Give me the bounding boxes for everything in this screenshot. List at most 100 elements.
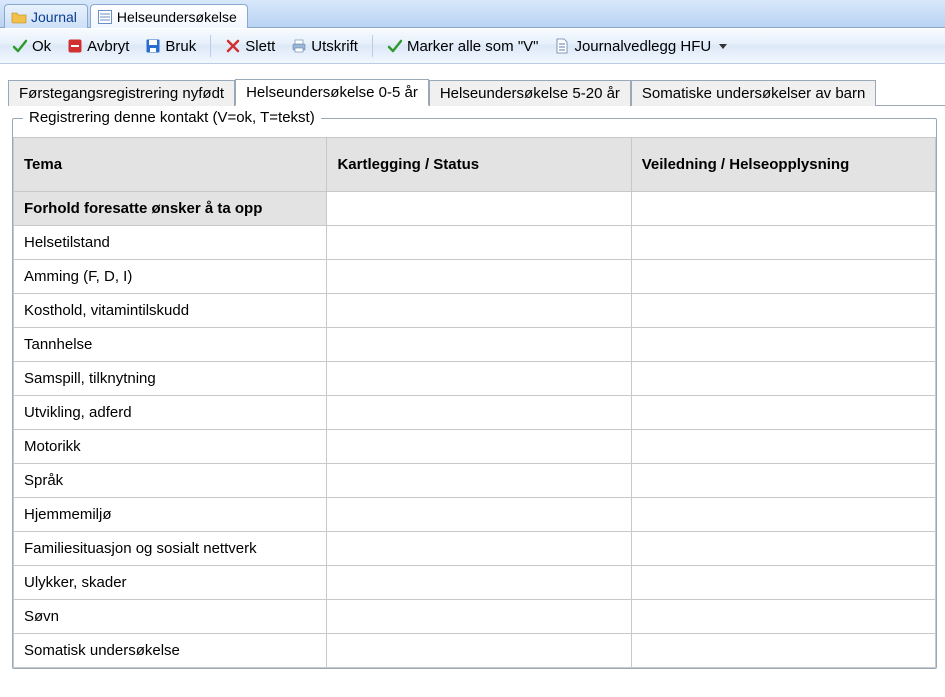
- printer-icon: [291, 38, 307, 54]
- cell-kartlegging[interactable]: [327, 192, 631, 226]
- cell-tema[interactable]: Helsetilstand: [14, 226, 327, 260]
- toolbar-button-label: Ok: [32, 38, 51, 55]
- toolbar-separator: [372, 35, 373, 57]
- utskrift-button[interactable]: Utskrift: [285, 32, 364, 60]
- cell-veiledning[interactable]: [631, 294, 935, 328]
- cell-veiledning[interactable]: [631, 226, 935, 260]
- table-row[interactable]: Motorikk: [14, 430, 936, 464]
- cell-kartlegging[interactable]: [327, 532, 631, 566]
- ok-button[interactable]: Ok: [6, 32, 57, 60]
- cell-kartlegging[interactable]: [327, 600, 631, 634]
- delete-red-icon: [225, 38, 241, 54]
- table-row[interactable]: Utvikling, adferd: [14, 396, 936, 430]
- table-header-row: Tema Kartlegging / Status Veiledning / H…: [14, 138, 936, 192]
- cell-veiledning[interactable]: [631, 600, 935, 634]
- cell-kartlegging[interactable]: [327, 362, 631, 396]
- cell-kartlegging[interactable]: [327, 328, 631, 362]
- window-tab-bar: Journal Helseundersøkelse: [0, 0, 945, 28]
- cell-veiledning[interactable]: [631, 362, 935, 396]
- content-tab-bar: Førstegangsregistrering nyfødtHelseunder…: [8, 78, 945, 106]
- cell-kartlegging[interactable]: [327, 260, 631, 294]
- toolbar-button-label: Avbryt: [87, 38, 129, 55]
- content-tab-helseunders-kelse-0-5-r[interactable]: Helseundersøkelse 0-5 år: [235, 79, 429, 106]
- save-icon: [145, 38, 161, 54]
- table-row[interactable]: Forhold foresatte ønsker å ta opp: [14, 192, 936, 226]
- journalvedlegg-dropdown[interactable]: Journalvedlegg HFU: [548, 32, 733, 60]
- cell-kartlegging[interactable]: [327, 226, 631, 260]
- cell-tema[interactable]: Amming (F, D, I): [14, 260, 327, 294]
- marker-alle-button[interactable]: Marker alle som "V": [381, 32, 545, 60]
- table-row[interactable]: Ulykker, skader: [14, 566, 936, 600]
- cell-veiledning[interactable]: [631, 430, 935, 464]
- table-row[interactable]: Språk: [14, 464, 936, 498]
- cell-tema[interactable]: Kosthold, vitamintilskudd: [14, 294, 327, 328]
- cell-tema[interactable]: Tannhelse: [14, 328, 327, 362]
- document-icon: [554, 38, 570, 54]
- cell-veiledning[interactable]: [631, 532, 935, 566]
- frame-legend: Registrering denne kontakt (V=ok, T=teks…: [23, 109, 321, 126]
- check-green-icon: [12, 38, 28, 54]
- window-tab-helseunders-kelse[interactable]: Helseundersøkelse: [90, 4, 248, 28]
- avbryt-button[interactable]: Avbryt: [61, 32, 135, 60]
- folder-icon: [11, 9, 27, 25]
- cell-kartlegging[interactable]: [327, 634, 631, 668]
- cell-veiledning[interactable]: [631, 498, 935, 532]
- chevron-down-icon: [719, 44, 727, 49]
- window-tab-journal[interactable]: Journal: [4, 4, 88, 28]
- cell-tema[interactable]: Samspill, tilknytning: [14, 362, 327, 396]
- cell-veiledning[interactable]: [631, 396, 935, 430]
- cell-tema[interactable]: Familiesituasjon og sosialt nettverk: [14, 532, 327, 566]
- cell-tema[interactable]: Hjemmemiljø: [14, 498, 327, 532]
- cell-tema[interactable]: Søvn: [14, 600, 327, 634]
- cell-tema[interactable]: Språk: [14, 464, 327, 498]
- stop-red-icon: [67, 38, 83, 54]
- table-row[interactable]: Helsetilstand: [14, 226, 936, 260]
- content-tab-f-rstegangsregistrering-nyf-dt[interactable]: Førstegangsregistrering nyfødt: [8, 80, 235, 106]
- table-row[interactable]: Tannhelse: [14, 328, 936, 362]
- cell-kartlegging[interactable]: [327, 498, 631, 532]
- content-tab-helseunders-kelse-5-20-r[interactable]: Helseundersøkelse 5-20 år: [429, 80, 631, 106]
- registration-table: Tema Kartlegging / Status Veiledning / H…: [13, 137, 936, 668]
- app-window: Journal Helseundersøkelse Ok Avbryt Bruk Sle…: [0, 0, 945, 697]
- toolbar: Ok Avbryt Bruk Slett Utskrift Marker alle som…: [0, 28, 945, 64]
- table-row[interactable]: Samspill, tilknytning: [14, 362, 936, 396]
- cell-kartlegging[interactable]: [327, 294, 631, 328]
- col-kartlegging[interactable]: Kartlegging / Status: [327, 138, 631, 192]
- cell-veiledning[interactable]: [631, 260, 935, 294]
- cell-kartlegging[interactable]: [327, 566, 631, 600]
- cell-veiledning[interactable]: [631, 328, 935, 362]
- cell-veiledning[interactable]: [631, 464, 935, 498]
- cell-veiledning[interactable]: [631, 634, 935, 668]
- cell-kartlegging[interactable]: [327, 396, 631, 430]
- cell-tema[interactable]: Motorikk: [14, 430, 327, 464]
- cell-veiledning[interactable]: [631, 192, 935, 226]
- toolbar-button-label: Marker alle som "V": [407, 38, 539, 55]
- form-icon: [97, 9, 113, 25]
- slett-button[interactable]: Slett: [219, 32, 281, 60]
- check-green-icon: [387, 38, 403, 54]
- content-tab-somatiske-unders-kelser-av-barn[interactable]: Somatiske undersøkelser av barn: [631, 80, 876, 106]
- toolbar-button-label: Journalvedlegg HFU: [574, 38, 711, 55]
- table-row[interactable]: Hjemmemiljø: [14, 498, 936, 532]
- cell-kartlegging[interactable]: [327, 430, 631, 464]
- cell-tema[interactable]: Somatisk undersøkelse: [14, 634, 327, 668]
- bruk-button[interactable]: Bruk: [139, 32, 202, 60]
- table-row[interactable]: Søvn: [14, 600, 936, 634]
- cell-tema[interactable]: Ulykker, skader: [14, 566, 327, 600]
- window-tab-label: Helseundersøkelse: [117, 9, 237, 25]
- col-veiledning[interactable]: Veiledning / Helseopplysning: [631, 138, 935, 192]
- toolbar-button-label: Bruk: [165, 38, 196, 55]
- cell-tema[interactable]: Forhold foresatte ønsker å ta opp: [14, 192, 327, 226]
- cell-tema[interactable]: Utvikling, adferd: [14, 396, 327, 430]
- table-row[interactable]: Somatisk undersøkelse: [14, 634, 936, 668]
- toolbar-button-label: Slett: [245, 38, 275, 55]
- table-row[interactable]: Kosthold, vitamintilskudd: [14, 294, 936, 328]
- cell-veiledning[interactable]: [631, 566, 935, 600]
- col-tema[interactable]: Tema: [14, 138, 327, 192]
- table-row[interactable]: Amming (F, D, I): [14, 260, 936, 294]
- toolbar-separator: [210, 35, 211, 57]
- toolbar-button-label: Utskrift: [311, 38, 358, 55]
- window-tab-label: Journal: [31, 9, 77, 25]
- cell-kartlegging[interactable]: [327, 464, 631, 498]
- table-row[interactable]: Familiesituasjon og sosialt nettverk: [14, 532, 936, 566]
